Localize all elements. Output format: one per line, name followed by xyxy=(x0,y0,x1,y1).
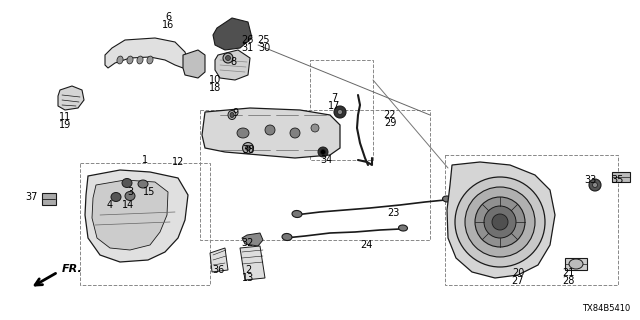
Text: TX84B5410: TX84B5410 xyxy=(582,304,630,313)
Ellipse shape xyxy=(311,124,319,132)
Ellipse shape xyxy=(475,197,525,247)
Ellipse shape xyxy=(137,56,143,64)
Ellipse shape xyxy=(230,113,234,117)
Text: 10: 10 xyxy=(209,75,221,85)
Text: 24: 24 xyxy=(360,240,372,250)
Text: 14: 14 xyxy=(122,200,134,210)
Bar xyxy=(310,60,373,160)
Text: FR.: FR. xyxy=(62,264,83,274)
Ellipse shape xyxy=(282,234,292,241)
Polygon shape xyxy=(213,18,252,50)
Text: 4: 4 xyxy=(107,200,113,210)
Ellipse shape xyxy=(243,142,253,154)
Ellipse shape xyxy=(246,146,250,150)
Text: 21: 21 xyxy=(562,268,574,278)
Text: 20: 20 xyxy=(512,268,524,278)
Text: 11: 11 xyxy=(59,112,71,122)
Polygon shape xyxy=(240,246,265,280)
Text: 35: 35 xyxy=(611,175,623,185)
Text: 34: 34 xyxy=(320,155,332,165)
Ellipse shape xyxy=(334,106,346,118)
Ellipse shape xyxy=(484,206,516,238)
Text: 3: 3 xyxy=(127,187,133,197)
Ellipse shape xyxy=(225,55,230,60)
Text: 32: 32 xyxy=(242,238,254,248)
Text: 28: 28 xyxy=(562,276,574,286)
Ellipse shape xyxy=(318,147,328,157)
Ellipse shape xyxy=(589,179,601,191)
Text: 33: 33 xyxy=(584,175,596,185)
Polygon shape xyxy=(183,50,205,78)
Ellipse shape xyxy=(492,214,508,230)
Text: 22: 22 xyxy=(384,110,396,120)
Text: 16: 16 xyxy=(162,20,174,30)
Text: 15: 15 xyxy=(143,187,155,197)
Text: 27: 27 xyxy=(512,276,524,286)
Bar xyxy=(612,172,630,182)
Ellipse shape xyxy=(117,56,123,64)
Text: 23: 23 xyxy=(387,208,399,218)
Polygon shape xyxy=(58,86,84,110)
Ellipse shape xyxy=(125,191,135,201)
Text: 29: 29 xyxy=(384,118,396,128)
Text: 1: 1 xyxy=(142,155,148,165)
Text: 37: 37 xyxy=(26,192,38,202)
Text: 18: 18 xyxy=(209,83,221,93)
Ellipse shape xyxy=(569,259,583,269)
Ellipse shape xyxy=(138,180,148,188)
Text: 17: 17 xyxy=(328,101,340,111)
Text: 12: 12 xyxy=(172,157,184,167)
Ellipse shape xyxy=(223,53,233,63)
Ellipse shape xyxy=(228,110,236,119)
Text: 19: 19 xyxy=(59,120,71,130)
Text: 6: 6 xyxy=(165,12,171,22)
Ellipse shape xyxy=(593,182,598,188)
Polygon shape xyxy=(92,180,168,250)
Ellipse shape xyxy=(337,109,342,115)
Text: 26: 26 xyxy=(241,35,253,45)
Polygon shape xyxy=(105,38,188,68)
Polygon shape xyxy=(242,233,263,246)
Bar xyxy=(80,163,210,285)
Ellipse shape xyxy=(321,149,326,155)
Ellipse shape xyxy=(122,179,132,188)
Ellipse shape xyxy=(111,193,121,202)
Ellipse shape xyxy=(237,128,249,138)
Bar xyxy=(42,193,56,205)
Text: 9: 9 xyxy=(232,108,238,118)
Text: 31: 31 xyxy=(241,43,253,53)
Text: 36: 36 xyxy=(212,265,224,275)
Polygon shape xyxy=(202,108,340,158)
Ellipse shape xyxy=(290,128,300,138)
Polygon shape xyxy=(85,170,188,262)
Ellipse shape xyxy=(399,225,408,231)
Text: 25: 25 xyxy=(258,35,270,45)
Bar xyxy=(445,155,618,285)
Ellipse shape xyxy=(127,56,133,64)
Polygon shape xyxy=(210,248,228,272)
Text: 8: 8 xyxy=(230,57,236,67)
Ellipse shape xyxy=(292,211,302,218)
Text: 38: 38 xyxy=(242,145,254,155)
Text: 30: 30 xyxy=(258,43,270,53)
Polygon shape xyxy=(447,162,555,278)
Text: 13: 13 xyxy=(242,273,254,283)
Text: 2: 2 xyxy=(245,265,251,275)
Polygon shape xyxy=(215,50,250,80)
Ellipse shape xyxy=(265,125,275,135)
Bar xyxy=(565,258,587,270)
Ellipse shape xyxy=(147,56,153,64)
Ellipse shape xyxy=(442,196,451,202)
Ellipse shape xyxy=(465,187,535,257)
Ellipse shape xyxy=(455,177,545,267)
Bar xyxy=(200,110,430,240)
Text: 7: 7 xyxy=(331,93,337,103)
